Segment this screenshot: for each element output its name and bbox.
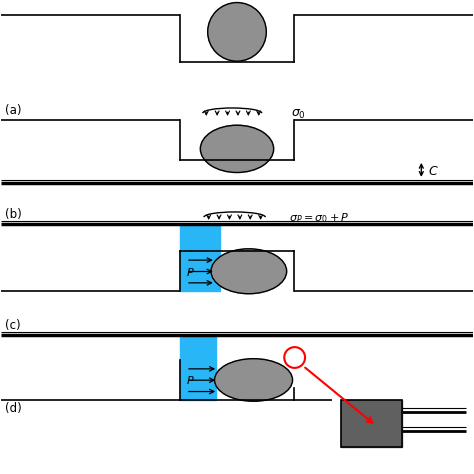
Bar [180,335,216,360]
Bar [180,224,220,251]
Text: (d): (d) [5,402,22,415]
Text: $P$: $P$ [186,374,195,386]
Bar [341,400,402,447]
Bar [180,251,220,292]
Text: (a): (a) [5,104,22,118]
Text: $\sigma_P=\sigma_0+P$: $\sigma_P=\sigma_0+P$ [289,211,349,225]
Text: $C$: $C$ [428,165,439,178]
Ellipse shape [211,249,287,294]
Text: $P$: $P$ [186,265,195,277]
Text: (b): (b) [5,209,22,221]
Ellipse shape [201,125,273,173]
Text: $\sigma_0$: $\sigma_0$ [292,108,306,121]
Circle shape [208,2,266,61]
Ellipse shape [215,359,292,401]
Text: (c): (c) [5,319,21,332]
Bar [180,360,216,400]
Bar [341,400,402,447]
